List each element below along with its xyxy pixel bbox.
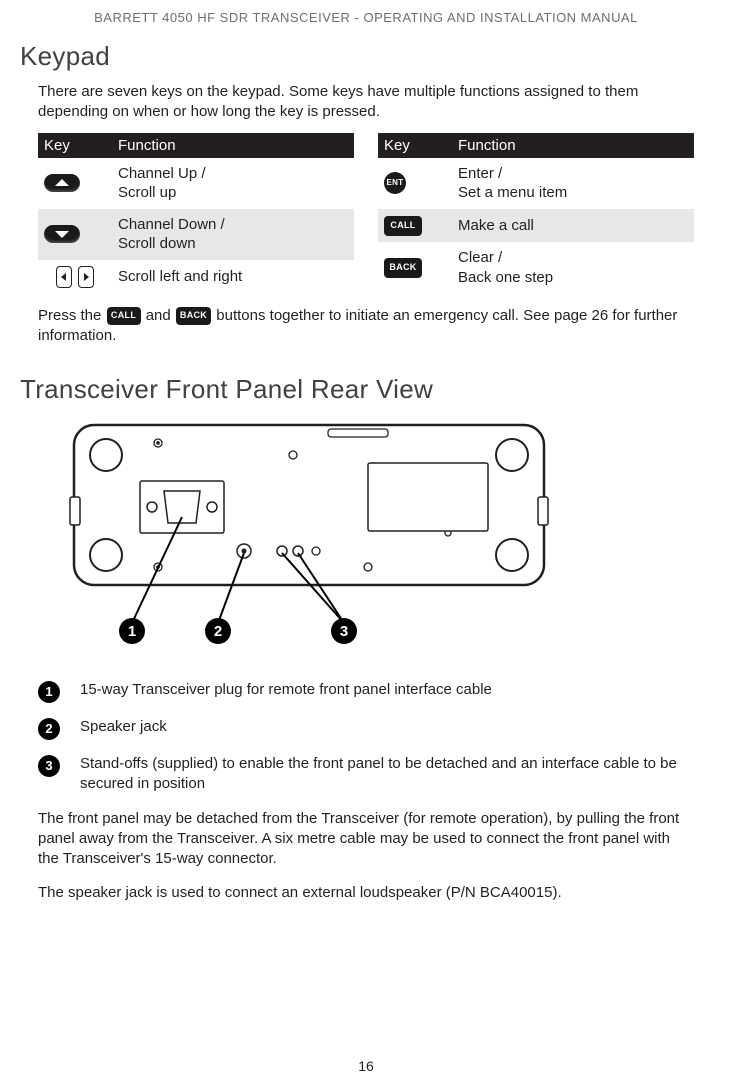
table-row: Channel Up / Scroll up [38, 158, 354, 209]
callout-item: 3 Stand-offs (supplied) to enable the fr… [38, 754, 694, 795]
callout-number: 3 [38, 755, 60, 777]
callout-item: 1 15-way Transceiver plug for remote fro… [38, 680, 694, 703]
key-func-label: Channel Down / Scroll down [112, 209, 354, 260]
svg-text:2: 2 [214, 623, 222, 640]
key-func-label: Enter / Set a menu item [452, 158, 694, 210]
keypad-intro: There are seven keys on the keypad. Some… [38, 82, 694, 123]
keypad-heading: Keypad [20, 41, 694, 72]
emergency-note: Press the CALL and BACK buttons together… [38, 306, 694, 347]
callout-number: 2 [38, 718, 60, 740]
call-key-icon: CALL [384, 216, 422, 236]
callout-text: 15-way Transceiver plug for remote front… [80, 680, 492, 700]
rear-panel-diagram: 1 2 3 [68, 419, 694, 654]
th-key: Key [378, 133, 452, 158]
key-table-right: Key Function ENT Enter / Set a menu item… [378, 133, 694, 294]
callout-text: Speaker jack [80, 717, 167, 737]
key-function-tables: Key Function Channel Up / Scroll up Chan… [38, 133, 694, 294]
callout-number: 1 [38, 681, 60, 703]
key-func-label: Channel Up / Scroll up [112, 158, 354, 209]
table-row: Scroll left and right [38, 260, 354, 294]
th-func: Function [452, 133, 694, 158]
manual-header: BARRETT 4050 HF SDR TRANSCEIVER - OPERAT… [38, 10, 694, 25]
svg-text:3: 3 [340, 623, 348, 640]
th-func: Function [112, 133, 354, 158]
callout-list: 1 15-way Transceiver plug for remote fro… [38, 680, 694, 795]
back-key-icon: BACK [384, 258, 422, 278]
th-key: Key [38, 133, 112, 158]
page-number: 16 [0, 1058, 732, 1074]
call-key-icon: CALL [107, 307, 141, 325]
chevron-down-icon [44, 225, 80, 243]
key-table-left: Key Function Channel Up / Scroll up Chan… [38, 133, 354, 294]
detach-para: The front panel may be detached from the… [38, 809, 694, 870]
key-func-label: Make a call [452, 209, 694, 242]
back-key-icon: BACK [176, 307, 211, 325]
key-func-label: Scroll left and right [112, 260, 354, 294]
rear-view-heading: Transceiver Front Panel Rear View [20, 374, 694, 405]
table-row: CALL Make a call [378, 209, 694, 242]
ent-key-icon: ENT [384, 172, 406, 194]
left-right-icon [44, 266, 106, 288]
table-row: ENT Enter / Set a menu item [378, 158, 694, 210]
speaker-para: The speaker jack is used to connect an e… [38, 883, 694, 903]
key-func-label: Clear / Back one step [452, 242, 694, 294]
svg-text:1: 1 [128, 623, 136, 640]
table-row: Channel Down / Scroll down [38, 209, 354, 260]
table-row: BACK Clear / Back one step [378, 242, 694, 294]
callout-item: 2 Speaker jack [38, 717, 694, 740]
chevron-up-icon [44, 174, 80, 192]
callout-text: Stand-offs (supplied) to enable the fron… [80, 754, 694, 795]
